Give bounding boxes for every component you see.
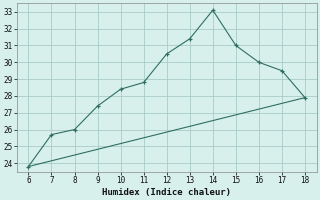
X-axis label: Humidex (Indice chaleur): Humidex (Indice chaleur) (102, 188, 231, 197)
